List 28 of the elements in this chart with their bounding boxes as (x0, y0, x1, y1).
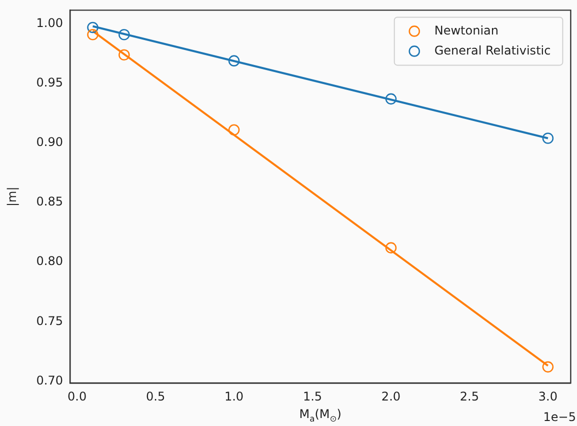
x-tick-label: 2.0 (381, 389, 401, 404)
point (385, 242, 397, 254)
y-tick-label: 0.90 (36, 135, 63, 150)
text: 1e−5 (543, 410, 576, 424)
y-axis-title: |m| (5, 186, 19, 206)
point (87, 28, 98, 40)
y-tick-label: 0.75 (36, 314, 63, 328)
legend-label: Newtonian (434, 23, 498, 38)
point (87, 22, 98, 34)
x-tick-label: 2.5 (460, 389, 480, 404)
y-tick-label: 0.80 (36, 254, 63, 268)
point (228, 124, 240, 136)
x-tick-label: 0.0 (68, 389, 87, 404)
y-tick-label: 0.85 (36, 194, 63, 209)
x-tick-label: 1.0 (224, 389, 244, 404)
x-tick-label: 0.5 (146, 389, 166, 404)
legend-label: General Relativistic (434, 43, 551, 58)
point (542, 132, 554, 144)
x-tick-label: 1.5 (302, 389, 322, 404)
point (542, 361, 554, 373)
y-tick-label: 0.95 (36, 76, 63, 90)
y-tick-label: 1.00 (36, 16, 63, 30)
y-tick-label: 0.70 (36, 373, 63, 388)
point (385, 93, 397, 105)
point (118, 49, 130, 61)
x-tick-label: 3.0 (538, 389, 558, 404)
point (228, 55, 240, 66)
point (118, 28, 130, 40)
